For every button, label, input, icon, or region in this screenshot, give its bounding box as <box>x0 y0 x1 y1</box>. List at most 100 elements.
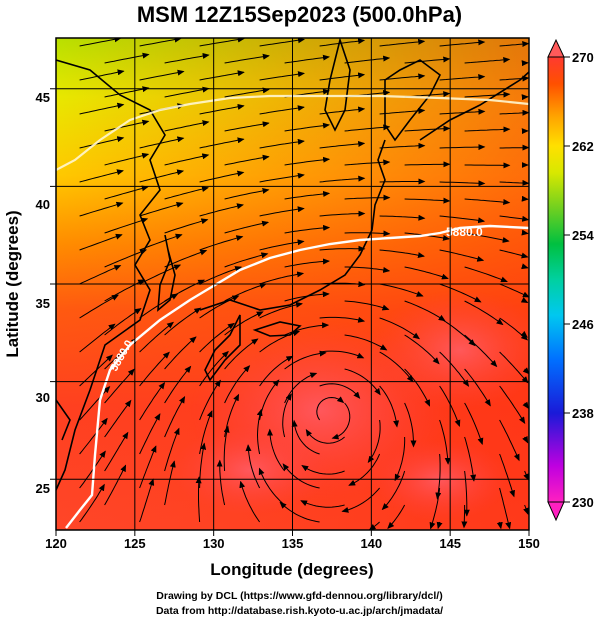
colorbar-label: 230 <box>572 495 594 510</box>
streamline <box>259 105 305 115</box>
streamline <box>139 445 157 489</box>
streamline <box>439 283 482 303</box>
streamline <box>404 334 440 365</box>
y-tick-labels: 25 30 35 40 45 <box>36 90 50 496</box>
contour-north <box>56 94 529 171</box>
streamline <box>284 350 327 370</box>
streamline <box>79 294 119 319</box>
credit-data: Data from http://database.rish.kyoto-u.a… <box>155 605 444 617</box>
streamline <box>344 159 391 166</box>
contour-label-east: 5880.0 <box>446 225 483 239</box>
streamline <box>259 355 294 387</box>
streamline <box>461 505 468 529</box>
streamline <box>464 232 510 243</box>
streamline <box>439 249 485 262</box>
streamline <box>344 230 391 237</box>
streamline <box>199 203 244 217</box>
streamline <box>104 217 149 234</box>
streamline <box>331 402 351 440</box>
streamline <box>199 350 229 387</box>
wind-streamlines <box>79 38 529 530</box>
colorbar-ticks <box>564 56 570 503</box>
y-axis-label: Latitude (degrees) <box>3 210 22 357</box>
streamline <box>319 316 366 323</box>
streamline <box>499 40 529 47</box>
streamline <box>224 282 267 302</box>
streamline <box>164 218 209 234</box>
streamline <box>139 69 185 81</box>
streamline <box>224 252 269 268</box>
streamline <box>379 38 426 47</box>
x-axis-label: Longitude (degrees) <box>210 560 373 579</box>
colorbar-lower-triangle <box>547 501 565 522</box>
streamline <box>379 142 426 149</box>
streamline <box>341 487 380 513</box>
streamline <box>344 368 381 396</box>
streamline <box>259 71 305 81</box>
streamline <box>499 419 520 462</box>
streamline <box>439 351 470 387</box>
streamline <box>239 480 261 523</box>
streamline <box>258 467 285 506</box>
streamline <box>224 87 270 98</box>
streamline <box>164 336 197 370</box>
warm-core-patches <box>170 290 529 520</box>
streamline <box>522 401 529 410</box>
streamline <box>404 56 451 64</box>
streamline <box>464 402 484 446</box>
streamline <box>499 179 529 186</box>
streamline <box>104 368 135 404</box>
streamline <box>319 72 366 81</box>
streamline <box>344 194 391 201</box>
streamline <box>104 279 146 302</box>
streamline <box>521 263 529 270</box>
streamline <box>79 385 111 421</box>
streamline <box>139 321 174 353</box>
x-tick-labels: 120 125 130 135 140 145 150 <box>45 536 540 551</box>
streamline <box>245 444 261 489</box>
streamline <box>464 436 477 482</box>
streamline <box>305 429 345 444</box>
streamline <box>104 464 127 506</box>
streamline <box>464 334 498 368</box>
x-tick-label: 140 <box>360 536 382 551</box>
streamline <box>259 206 305 217</box>
streamline <box>379 73 426 81</box>
streamline <box>439 39 486 47</box>
streamline <box>499 109 529 116</box>
streamline <box>199 322 235 353</box>
streamline <box>259 138 305 149</box>
streamline <box>282 393 292 438</box>
streamline <box>404 197 451 204</box>
streamline <box>79 102 125 115</box>
streamline <box>139 478 155 523</box>
streamline <box>79 38 122 47</box>
streamline <box>464 56 511 64</box>
streamline <box>404 300 446 322</box>
streamline <box>379 214 426 221</box>
streamline <box>164 365 192 404</box>
streamline <box>199 70 245 81</box>
streamline <box>164 249 208 268</box>
streamline <box>164 186 209 200</box>
streamline <box>199 38 245 47</box>
streamline <box>259 38 305 47</box>
streamline <box>79 417 108 455</box>
streamline <box>223 425 230 472</box>
streamline <box>164 86 210 98</box>
streamline <box>344 300 390 311</box>
streamline <box>319 140 366 149</box>
streamline <box>319 106 366 115</box>
streamline <box>499 453 515 498</box>
streamline <box>195 476 202 523</box>
streamline <box>520 330 528 338</box>
streamline <box>199 295 240 319</box>
streamline <box>316 396 345 421</box>
streamline <box>139 233 183 251</box>
streamline <box>348 453 381 486</box>
streamline <box>164 52 210 64</box>
streamline <box>464 300 504 326</box>
streamline <box>164 153 210 166</box>
streamline <box>319 350 365 359</box>
streamline <box>79 169 124 183</box>
